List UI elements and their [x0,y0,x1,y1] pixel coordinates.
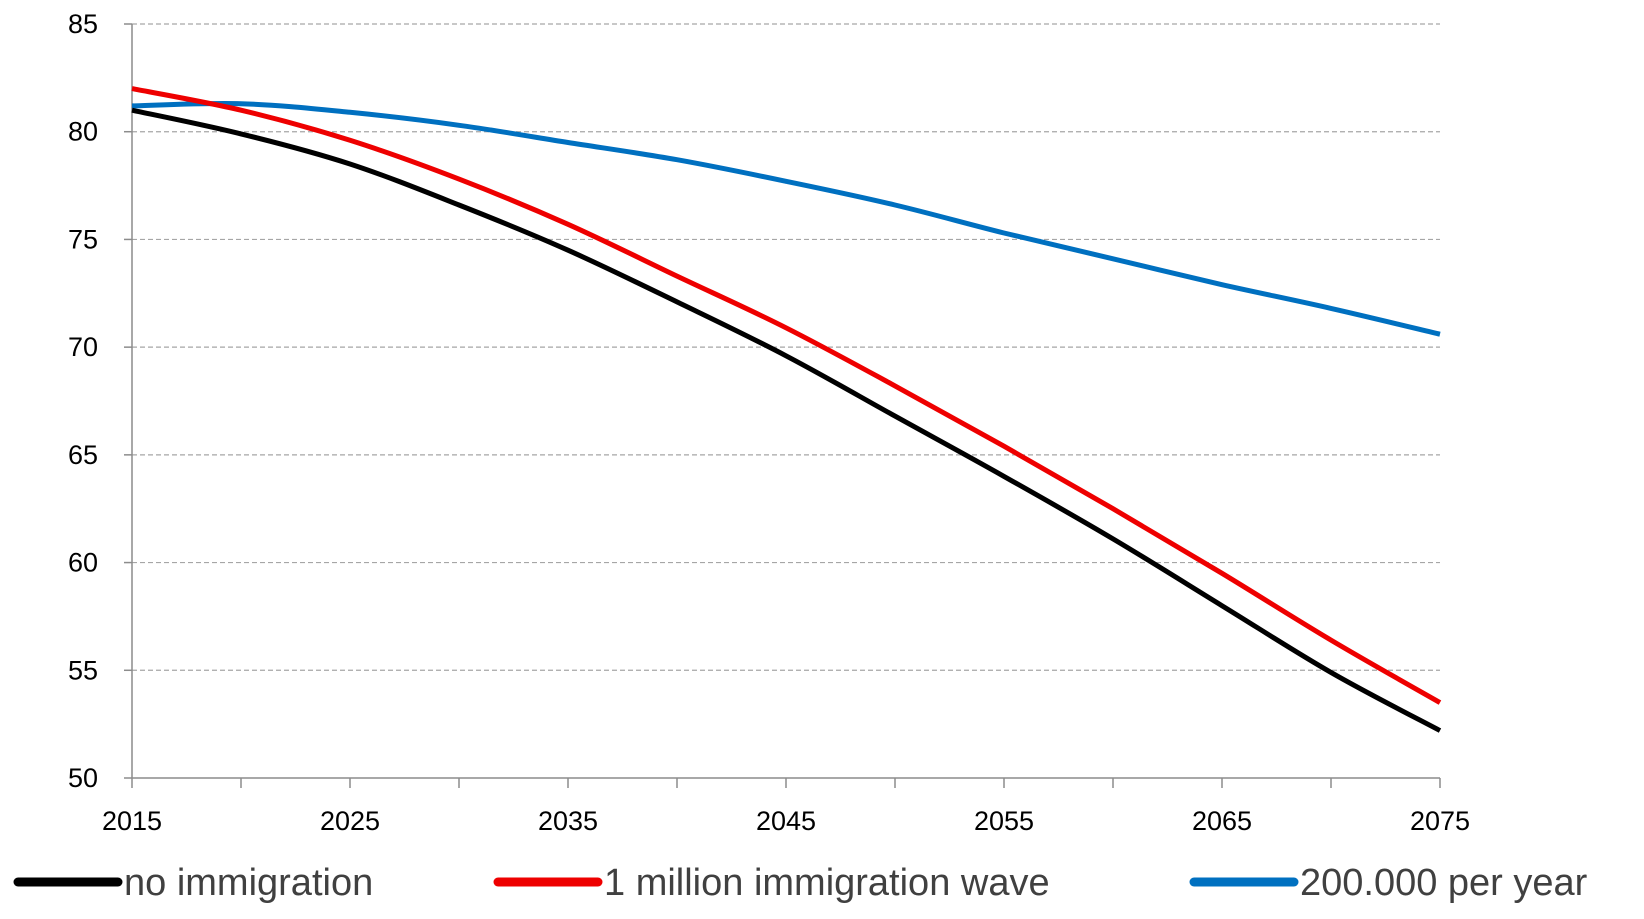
legend-label-0: no immigration [124,862,373,904]
gridlines [132,23,1440,671]
series-lines [131,86,1442,733]
series-line-2 [131,100,1441,337]
x-tick-label: 2035 [538,806,598,836]
x-tick-label: 2075 [1410,806,1470,836]
series-line-0 [131,107,1442,733]
y-tick-label: 70 [68,332,98,362]
legend-label-1: 1 million immigration wave [604,862,1050,904]
y-tick-label: 50 [68,763,98,793]
y-tick-label: 85 [68,9,98,39]
x-tick-label: 2045 [756,806,816,836]
x-tick-label: 2025 [320,806,380,836]
legend-label-2: 200.000 per year [1300,862,1588,904]
y-tick-label: 60 [68,548,98,578]
x-tick-label: 2015 [102,806,162,836]
series-line-1 [131,86,1442,705]
y-tick-label: 65 [68,440,98,470]
legend: no immigration 1 million immigration wave… [13,862,1588,904]
y-tick-label: 75 [68,224,98,254]
y-tick-label: 55 [68,655,98,685]
axes: 50 55 60 65 70 75 80 85 2015 2025 2035 2045 2055 2065… [68,9,1470,836]
x-tick-label: 2055 [974,806,1034,836]
x-tick-label: 2065 [1192,806,1252,836]
y-tick-label: 80 [68,117,98,147]
